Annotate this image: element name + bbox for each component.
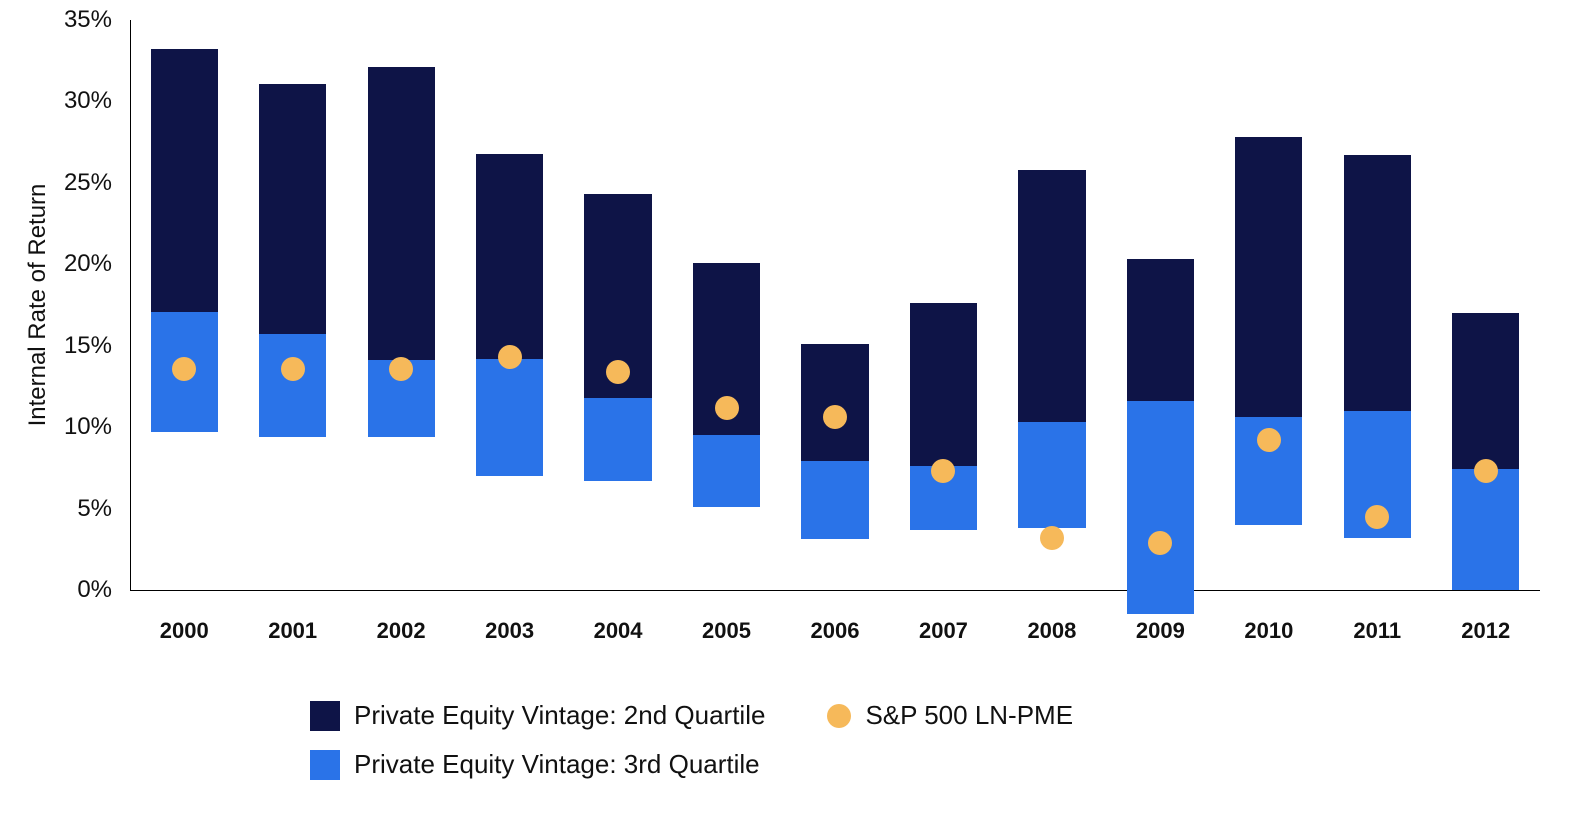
y-axis-line — [130, 20, 131, 590]
marker-sp500 — [498, 345, 522, 369]
marker-sp500 — [1365, 505, 1389, 529]
irr-chart: Internal Rate of Return Private Equity V… — [0, 0, 1594, 828]
marker-sp500 — [389, 357, 413, 381]
bar-q2 — [259, 84, 326, 335]
marker-sp500 — [281, 357, 305, 381]
x-tick-label: 2005 — [702, 618, 751, 644]
marker-sp500 — [1474, 459, 1498, 483]
marker-sp500 — [1257, 428, 1281, 452]
x-tick-label: 2011 — [1353, 618, 1401, 644]
bar-q3 — [259, 334, 326, 437]
marker-sp500 — [606, 360, 630, 384]
x-axis-line — [130, 590, 1540, 591]
legend-swatch-q3 — [310, 750, 340, 780]
legend-row-1: Private Equity Vintage: 2nd Quartile S&P… — [310, 700, 1073, 731]
bar-q2 — [910, 303, 977, 466]
marker-sp500 — [1148, 531, 1172, 555]
x-tick-label: 2003 — [485, 618, 534, 644]
bar-q3 — [1127, 401, 1194, 614]
x-tick-label: 2001 — [268, 618, 317, 644]
bar-q3 — [801, 461, 868, 539]
legend: Private Equity Vintage: 2nd Quartile S&P… — [310, 700, 1073, 780]
marker-sp500 — [715, 396, 739, 420]
legend-label-sp500: S&P 500 LN-PME — [865, 700, 1073, 731]
bar-q2 — [476, 154, 543, 359]
legend-swatch-sp500 — [827, 704, 851, 728]
legend-label-q3: Private Equity Vintage: 3rd Quartile — [354, 749, 760, 780]
legend-label-q2: Private Equity Vintage: 2nd Quartile — [354, 700, 765, 731]
y-tick-label: 0% — [77, 576, 112, 604]
bar-q2 — [801, 344, 868, 461]
bar-q2 — [1127, 259, 1194, 401]
bar-q3 — [693, 435, 760, 507]
bar-q2 — [1452, 313, 1519, 469]
marker-sp500 — [1040, 526, 1064, 550]
bar-q2 — [151, 49, 218, 311]
y-tick-label: 5% — [77, 495, 112, 523]
y-tick-label: 25% — [64, 169, 112, 197]
x-tick-label: 2007 — [919, 618, 968, 644]
marker-sp500 — [172, 357, 196, 381]
x-tick-label: 2006 — [811, 618, 860, 644]
x-tick-label: 2008 — [1027, 618, 1076, 644]
bar-q2 — [1018, 170, 1085, 422]
bar-q3 — [476, 359, 543, 476]
legend-swatch-q2 — [310, 701, 340, 731]
legend-item-q3: Private Equity Vintage: 3rd Quartile — [310, 749, 760, 780]
plot-area — [130, 20, 1540, 590]
bar-q2 — [1344, 155, 1411, 411]
x-tick-label: 2000 — [160, 618, 209, 644]
x-tick-label: 2009 — [1136, 618, 1185, 644]
marker-sp500 — [931, 459, 955, 483]
legend-row-2: Private Equity Vintage: 3rd Quartile — [310, 749, 1073, 780]
x-tick-label: 2010 — [1244, 618, 1293, 644]
bar-q3 — [584, 398, 651, 481]
x-tick-label: 2004 — [594, 618, 643, 644]
x-tick-label: 2012 — [1461, 618, 1510, 644]
y-tick-label: 35% — [64, 6, 112, 34]
y-tick-label: 10% — [64, 413, 112, 441]
y-tick-label: 20% — [64, 250, 112, 278]
y-tick-label: 15% — [64, 332, 112, 360]
legend-item-sp500: S&P 500 LN-PME — [827, 700, 1073, 731]
y-axis-title: Internal Rate of Return — [24, 184, 52, 427]
y-tick-label: 30% — [64, 87, 112, 115]
marker-sp500 — [823, 405, 847, 429]
x-tick-label: 2002 — [377, 618, 426, 644]
bar-q2 — [368, 67, 435, 360]
legend-item-q2: Private Equity Vintage: 2nd Quartile — [310, 700, 765, 731]
bar-q3 — [1018, 422, 1085, 528]
bar-q3 — [1452, 469, 1519, 590]
bar-q2 — [1235, 137, 1302, 417]
